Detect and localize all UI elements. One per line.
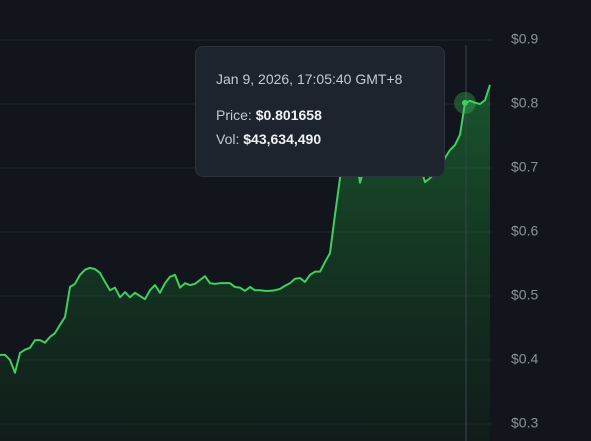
value: $0.801658 [255,107,322,123]
tooltip: Jan 9, 2026, 17:05:40 GMT+8 Price: $0.80… [195,46,445,177]
y-tick-label: $0.7 [511,159,538,175]
label: Vol: [216,131,240,147]
hover-point [462,99,468,106]
y-tick-label: $0.6 [511,223,538,239]
y-tick-label: $0.9 [511,31,538,47]
y-tick-label: $0.5 [511,287,538,303]
tooltip-volume: Vol: $43,634,490 [216,127,444,151]
y-tick-label: $0.3 [511,415,538,431]
y-tick-label: $0.8 [511,95,538,111]
y-tick-label: $0.4 [511,351,538,367]
label: Price: [216,107,252,123]
tooltip-time: Jan 9, 2026, 17:05:40 GMT+8 [216,71,403,87]
tooltip-price: Price: $0.801658 [216,103,444,127]
value: $43,634,490 [243,131,322,147]
